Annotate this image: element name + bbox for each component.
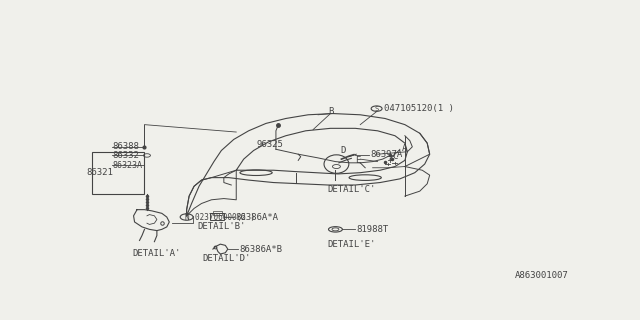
Text: N: N xyxy=(184,212,189,221)
Text: 86386A*A: 86386A*A xyxy=(236,212,278,221)
Text: A863001007: A863001007 xyxy=(515,271,568,280)
Text: DETAIL'A': DETAIL'A' xyxy=(132,250,181,259)
Bar xyxy=(92,152,145,194)
Text: B: B xyxy=(328,107,333,116)
Text: DETAIL'C': DETAIL'C' xyxy=(328,185,376,195)
Text: 047105120(1 ): 047105120(1 ) xyxy=(383,104,453,113)
Text: A: A xyxy=(402,144,408,153)
Text: DETAIL'E': DETAIL'E' xyxy=(328,240,376,249)
Text: 86321: 86321 xyxy=(86,168,113,177)
Bar xyxy=(211,213,225,220)
Text: 86332: 86332 xyxy=(112,151,139,160)
Text: 86323A: 86323A xyxy=(112,161,142,170)
Text: DETAIL'B': DETAIL'B' xyxy=(197,222,246,231)
Text: D: D xyxy=(340,146,346,155)
Text: C: C xyxy=(392,152,397,161)
Text: 81988T: 81988T xyxy=(356,225,389,234)
Text: S: S xyxy=(374,106,379,112)
Text: 86397A: 86397A xyxy=(370,150,403,159)
Bar xyxy=(213,211,222,215)
Text: 023706000(2 ): 023706000(2 ) xyxy=(195,212,255,221)
Text: E: E xyxy=(355,156,360,165)
Text: 86388: 86388 xyxy=(112,142,139,151)
Text: 96325: 96325 xyxy=(256,140,283,149)
Text: DETAIL'D': DETAIL'D' xyxy=(202,254,250,263)
Text: 86386A*B: 86386A*B xyxy=(239,244,282,253)
